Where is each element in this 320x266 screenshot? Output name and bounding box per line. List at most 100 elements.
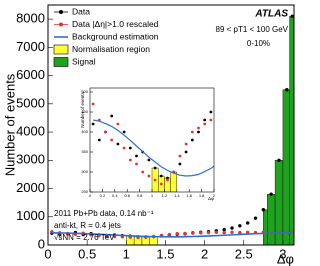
legend-label: Signal — [72, 56, 96, 66]
y-tick-label: 6000 — [16, 67, 45, 82]
data-point — [184, 142, 188, 146]
data-point — [128, 158, 132, 162]
data-point — [230, 230, 234, 234]
data-point — [183, 231, 187, 236]
legend-label: Data |Δη|>1.0 rescaled — [72, 19, 159, 29]
data-point — [97, 138, 101, 142]
inset-x-label: Δφ — [208, 196, 214, 201]
annotation: 2011 Pb+Pb data, 0.14 nb⁻¹ — [54, 209, 154, 218]
data-point — [197, 126, 200, 130]
plot-content — [50, 14, 294, 245]
x-tick-label: 0.2 — [100, 193, 106, 198]
legend-swatch — [59, 22, 63, 27]
y-tick-label: 350 — [81, 149, 88, 154]
x-tick-label: 0 — [44, 246, 51, 261]
x-tick-label: 0.6 — [124, 193, 130, 198]
data-point — [253, 216, 258, 220]
legend-swatch — [53, 44, 69, 55]
y-tick-label: 450 — [81, 109, 88, 114]
y-tick-label: 400 — [81, 129, 88, 134]
data-point — [175, 232, 179, 236]
data-point — [184, 150, 188, 154]
annotation: 0-10% — [247, 39, 270, 48]
data-point — [147, 174, 151, 178]
annotation: 89 < pT1 < 100 GeV — [216, 25, 289, 34]
data-point — [116, 142, 120, 146]
data-point — [285, 88, 289, 92]
x-tick-label: 0 — [89, 193, 92, 198]
legend-label: Data — [72, 6, 90, 16]
data-point — [203, 118, 207, 122]
data-point — [206, 230, 211, 235]
y-tick-label: 300 — [81, 169, 88, 174]
legend-swatch — [59, 10, 63, 14]
data-point — [135, 162, 138, 166]
data-point — [91, 102, 95, 106]
data-point — [245, 230, 250, 234]
data-point — [197, 130, 200, 134]
data-point — [159, 182, 163, 186]
data-point — [153, 166, 157, 170]
x-tick-label: 2.5 — [235, 246, 253, 261]
x-tick-label: 1 — [123, 246, 130, 261]
y-tick-label: 8000 — [16, 11, 45, 26]
y-tick-label: 0 — [38, 236, 45, 251]
x-tick-label: 1.6 — [186, 193, 192, 198]
data-point — [203, 122, 207, 126]
data-point — [277, 158, 281, 162]
inset-y-label: Number of events — [80, 91, 85, 127]
y-tick-label: 2000 — [16, 180, 45, 195]
y-tick-label: 1000 — [16, 208, 45, 223]
y-tick-label: 3000 — [16, 152, 45, 167]
y-tick-label: 500 — [81, 89, 88, 94]
data-point — [245, 221, 250, 225]
region-bin — [263, 209, 268, 245]
data-point — [147, 158, 151, 162]
x-tick-label: 1.5 — [156, 246, 174, 261]
y-tick-label: 4000 — [16, 123, 45, 138]
y-axis-label: Number of events — [2, 73, 17, 176]
data-point — [159, 174, 163, 178]
annotation: √sNN = 2.76 TeV — [54, 233, 115, 242]
y-tick-label: 250 — [81, 189, 88, 194]
data-point — [153, 178, 157, 182]
data-point — [290, 14, 294, 18]
data-point — [116, 122, 120, 126]
x-tick-label: 0.4 — [112, 193, 118, 198]
legend-label: Normalisation region — [72, 44, 150, 54]
data-point — [190, 138, 194, 142]
x-axis-label: Δφ — [277, 251, 294, 266]
data-point — [166, 176, 169, 180]
data-point — [238, 230, 242, 235]
data-point — [178, 154, 182, 158]
data-point — [190, 130, 194, 134]
data-point — [110, 114, 114, 118]
background-line — [92, 119, 214, 177]
plot-frame — [47, 4, 295, 246]
data-point — [209, 118, 213, 122]
data-point — [209, 110, 213, 114]
y-tick-label: 5000 — [16, 95, 45, 110]
data-point — [141, 170, 145, 174]
data-point — [167, 232, 172, 237]
region-bin — [289, 16, 294, 245]
data-point — [135, 154, 138, 158]
x-tick-label: 1.4 — [174, 193, 180, 198]
data-point — [122, 146, 126, 150]
data-point — [214, 230, 219, 234]
data-point — [269, 192, 273, 196]
x-tick-label: 1.8 — [199, 193, 205, 198]
data-point — [230, 226, 234, 230]
y-tick-label: 7000 — [16, 39, 45, 54]
data-point — [166, 178, 169, 182]
x-tick-label: 2 — [213, 193, 216, 198]
data-point — [198, 231, 203, 235]
annotation: ATLAS — [254, 9, 288, 20]
x-tick-label: 0.8 — [137, 193, 143, 198]
x-tick-label: 1.2 — [162, 193, 168, 198]
legend-label: Background estimation — [72, 31, 159, 41]
data-point — [104, 130, 107, 134]
background-line — [51, 232, 293, 238]
legend-swatch — [53, 57, 69, 67]
